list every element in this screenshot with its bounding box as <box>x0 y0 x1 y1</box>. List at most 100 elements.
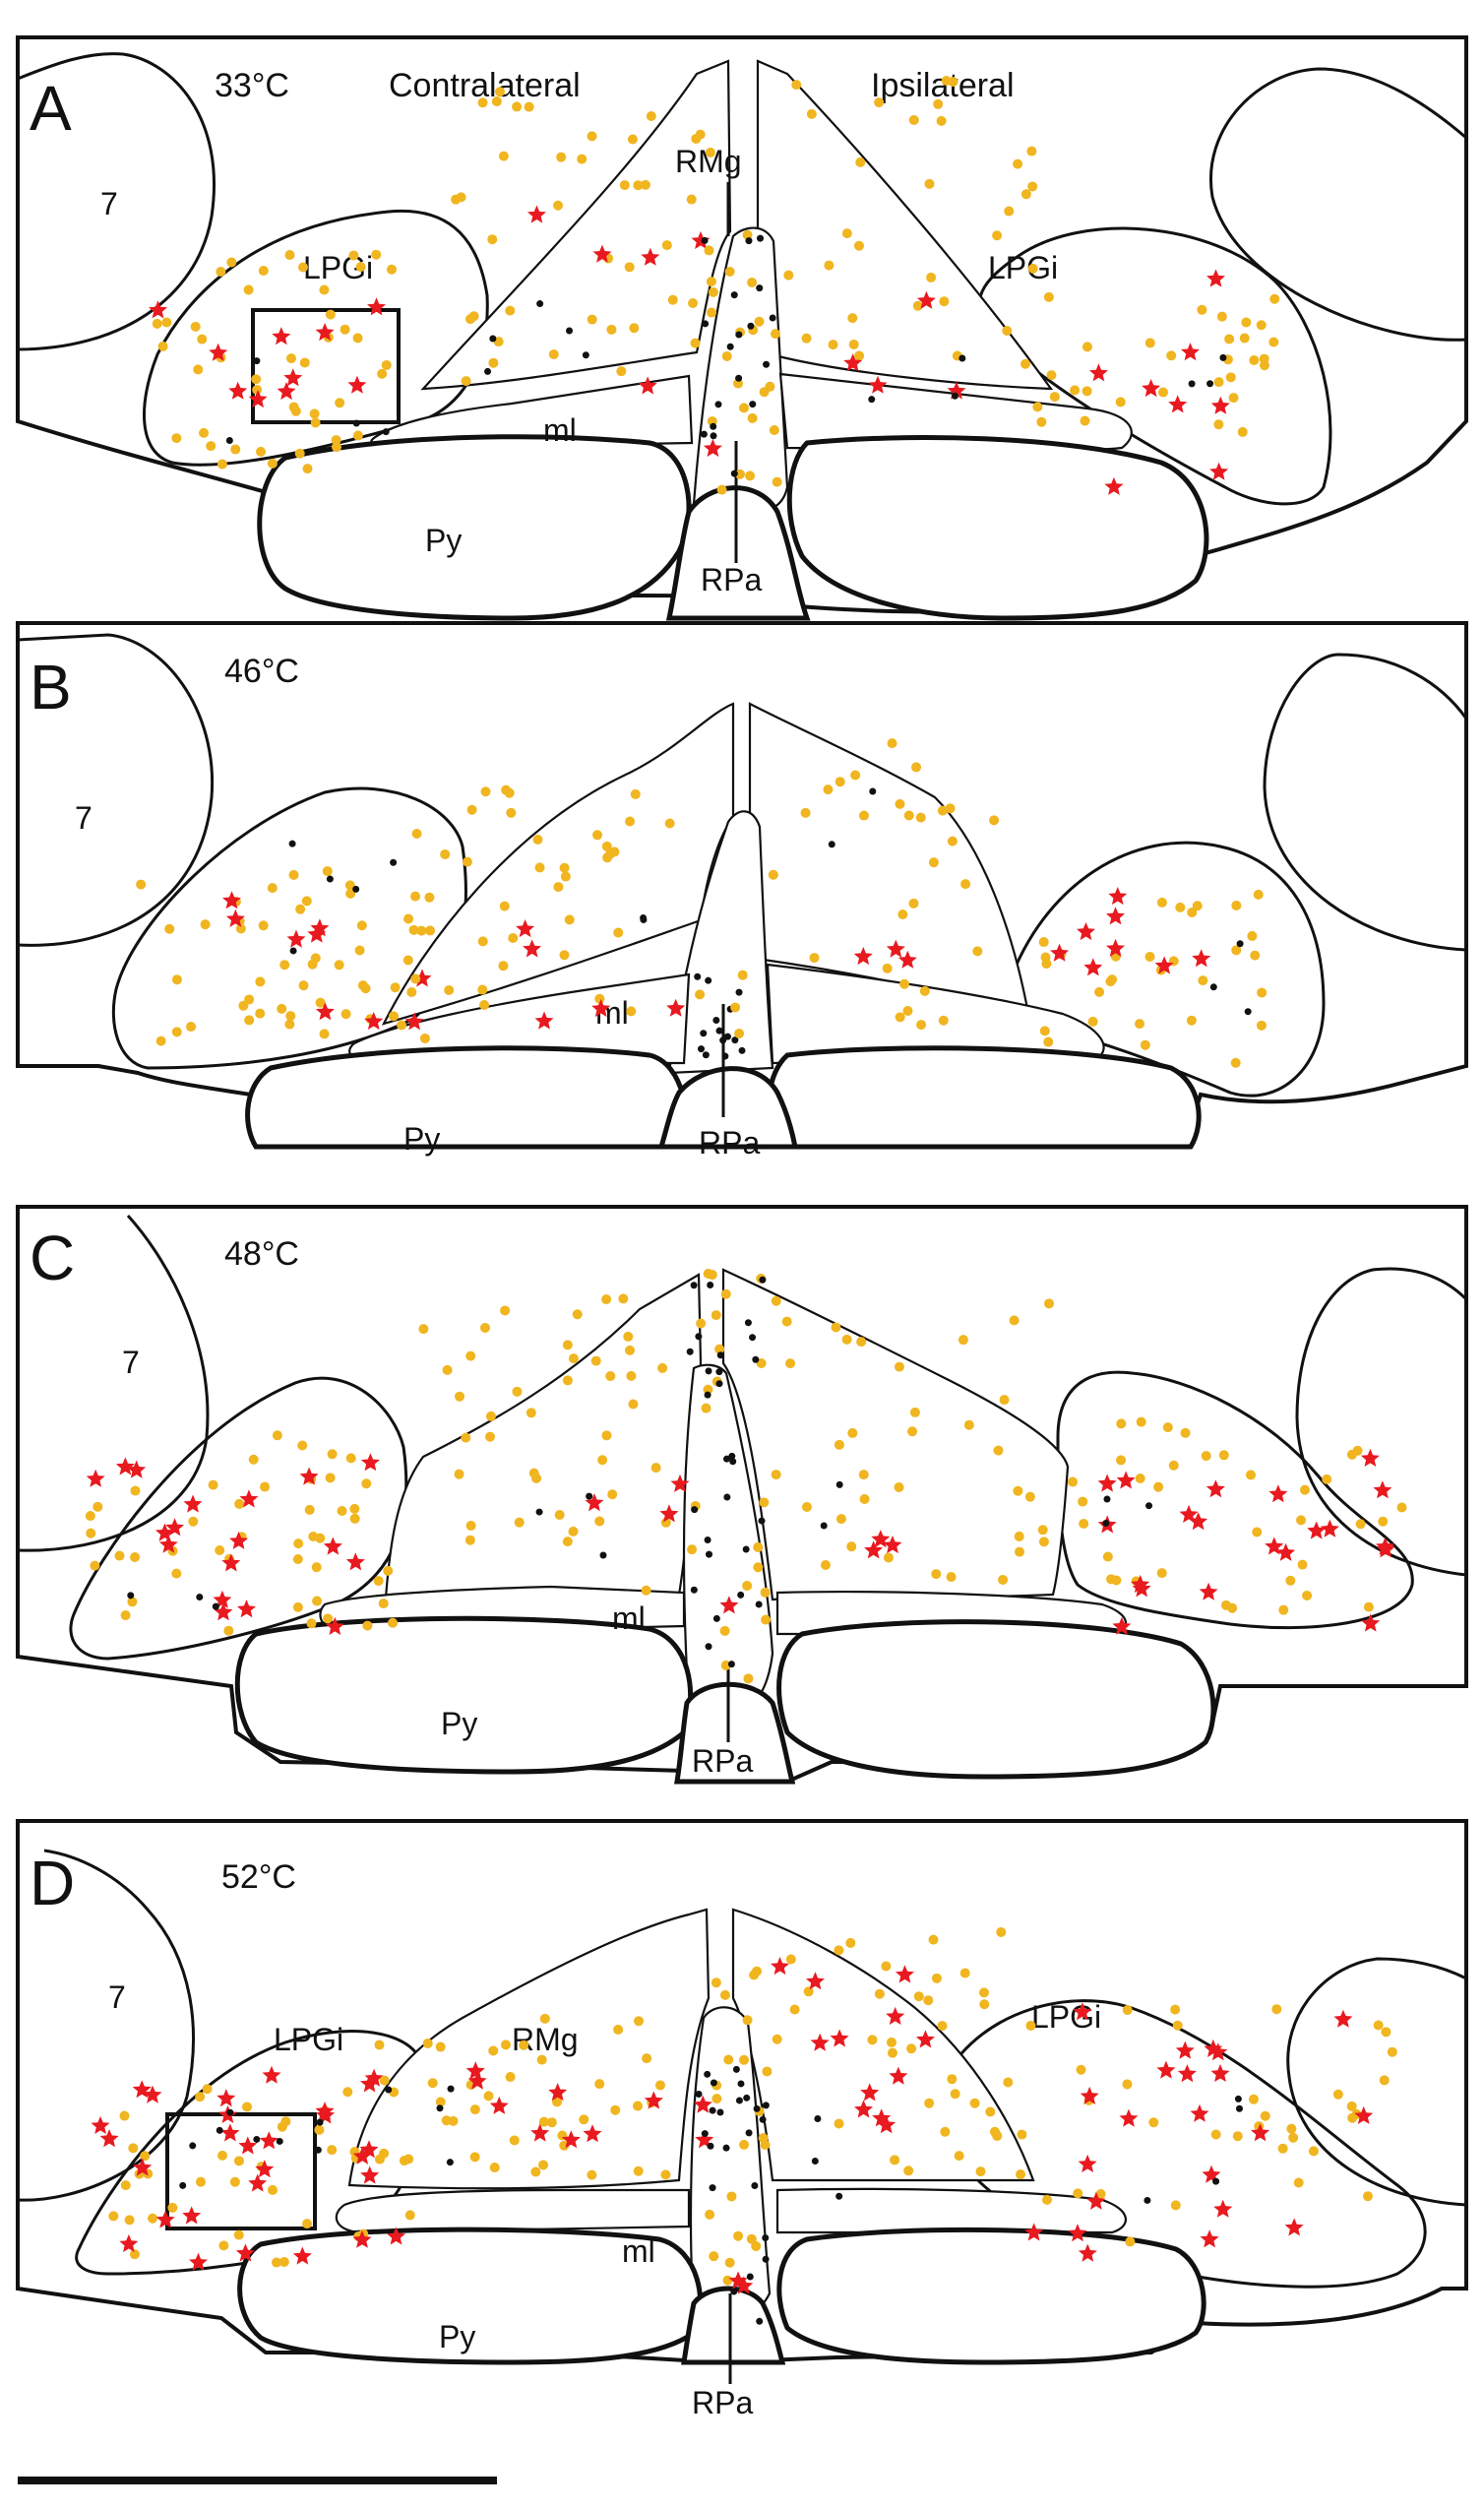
yellow-dot-marker <box>342 2087 353 2098</box>
yellow-dot-marker <box>801 1501 812 1512</box>
yellow-dot-marker <box>164 923 175 934</box>
black-dot-marker <box>690 1282 698 1289</box>
yellow-dot-marker <box>258 266 269 277</box>
red-star-marker <box>248 390 268 408</box>
black-dot-marker <box>715 1368 723 1376</box>
yellow-dot-marker <box>895 798 905 809</box>
black-dot-marker <box>225 437 233 445</box>
yellow-dot-marker <box>229 2176 240 2187</box>
red-star-marker <box>1208 2042 1228 2061</box>
yellow-dot-marker <box>243 284 254 295</box>
yellow-dot-marker <box>248 1454 259 1465</box>
yellow-dot-marker <box>404 2210 415 2221</box>
yellow-dot-marker <box>721 350 732 361</box>
yellow-dot-marker <box>626 1370 637 1381</box>
black-dot-marker <box>691 1506 699 1514</box>
red-star-marker <box>292 2246 312 2265</box>
yellow-dot-marker <box>747 278 758 288</box>
yellow-dot-marker <box>823 784 834 795</box>
yellow-dot-marker <box>959 1968 970 1978</box>
black-dot-marker <box>753 2104 761 2112</box>
yellow-dot-marker <box>297 262 308 273</box>
yellow-dot-marker <box>332 442 342 453</box>
red-star-marker <box>209 343 228 361</box>
yellow-dot-marker <box>1039 1026 1050 1036</box>
yellow-dot-marker <box>887 2047 897 2058</box>
red-star-marker <box>364 1012 384 1031</box>
yellow-dot-marker <box>998 1574 1009 1585</box>
yellow-dot-marker <box>119 2110 130 2121</box>
yellow-dot-marker <box>206 441 216 452</box>
yellow-dot-marker <box>223 1625 234 1636</box>
red-star-marker <box>703 438 722 457</box>
red-star-marker <box>1086 2191 1106 2210</box>
yellow-dot-marker <box>402 955 413 966</box>
yellow-dot-marker <box>623 1331 634 1342</box>
yellow-dot-marker <box>1049 392 1060 403</box>
yellow-dot-marker <box>1068 1476 1079 1487</box>
yellow-dot-marker <box>377 368 388 379</box>
red-star-marker <box>883 1536 902 1554</box>
yellow-dot-marker <box>483 2091 494 2102</box>
yellow-dot-marker <box>640 179 650 190</box>
yellow-dot-marker <box>958 1335 968 1346</box>
yellow-dot-marker <box>479 1322 490 1333</box>
yellow-dot-marker <box>334 960 344 971</box>
yellow-dot-marker <box>1381 2027 1391 2038</box>
red-star-marker <box>216 2089 236 2107</box>
yellow-dot-marker <box>856 1337 867 1348</box>
yellow-dot-marker <box>730 1002 741 1013</box>
yellow-dot-marker <box>280 2116 291 2127</box>
yellow-dot-marker <box>996 1926 1007 1937</box>
yellow-dot-marker <box>297 1440 308 1451</box>
red-star-marker <box>843 353 863 372</box>
black-dot-marker <box>700 430 708 438</box>
yellow-dot-marker <box>242 2102 253 2112</box>
yellow-dot-marker <box>1253 889 1264 900</box>
yellow-dot-marker <box>1014 1531 1024 1541</box>
red-star-marker <box>641 247 660 266</box>
yellow-dot-marker <box>148 2213 158 2224</box>
temperature-c: 48°C <box>224 1235 299 1273</box>
label-rpa-d: RPa <box>692 2385 753 2420</box>
black-dot-marker <box>762 2233 770 2241</box>
black-dot-marker <box>704 1391 711 1399</box>
red-star-marker <box>1078 2243 1097 2262</box>
yellow-dot-marker <box>285 353 296 364</box>
yellow-dot-marker <box>546 2117 557 2128</box>
black-dot-marker <box>695 1333 703 1341</box>
red-star-marker <box>889 2066 908 2085</box>
black-dot-marker <box>1235 2104 1243 2112</box>
label-7-d: 7 <box>108 1979 126 2015</box>
yellow-dot-marker <box>373 1576 384 1587</box>
yellow-dot-marker <box>258 920 269 931</box>
red-star-marker <box>352 2229 372 2248</box>
yellow-dot-marker <box>260 1481 271 1492</box>
black-dot-marker <box>1236 940 1244 948</box>
red-star-marker <box>886 2006 905 2025</box>
yellow-dot-marker <box>605 1371 616 1382</box>
yellow-dot-marker <box>769 425 779 436</box>
yellow-dot-marker <box>536 2054 547 2065</box>
yellow-dot-marker <box>1175 902 1186 912</box>
yellow-dot-marker <box>362 1620 373 1631</box>
red-star-marker <box>248 2173 268 2192</box>
label-7-c: 7 <box>122 1345 140 1380</box>
yellow-dot-marker <box>601 1294 612 1305</box>
black-dot-marker <box>179 2181 187 2189</box>
yellow-dot-marker <box>352 430 363 441</box>
black-dot-marker <box>695 2090 703 2098</box>
yellow-dot-marker <box>1024 1491 1035 1502</box>
yellow-dot-marker <box>739 2054 750 2065</box>
yellow-dot-marker <box>352 333 363 344</box>
black-dot-marker <box>382 428 390 436</box>
red-star-marker <box>86 1469 105 1487</box>
black-dot-marker <box>769 314 776 322</box>
black-dot-marker <box>709 2184 716 2192</box>
yellow-dot-marker <box>1144 338 1155 348</box>
black-dot-marker <box>390 858 398 866</box>
yellow-dot-marker <box>1347 2112 1358 2123</box>
yellow-dot-marker <box>1228 393 1239 404</box>
yellow-dot-marker <box>124 2215 135 2226</box>
yellow-dot-marker <box>619 180 630 191</box>
